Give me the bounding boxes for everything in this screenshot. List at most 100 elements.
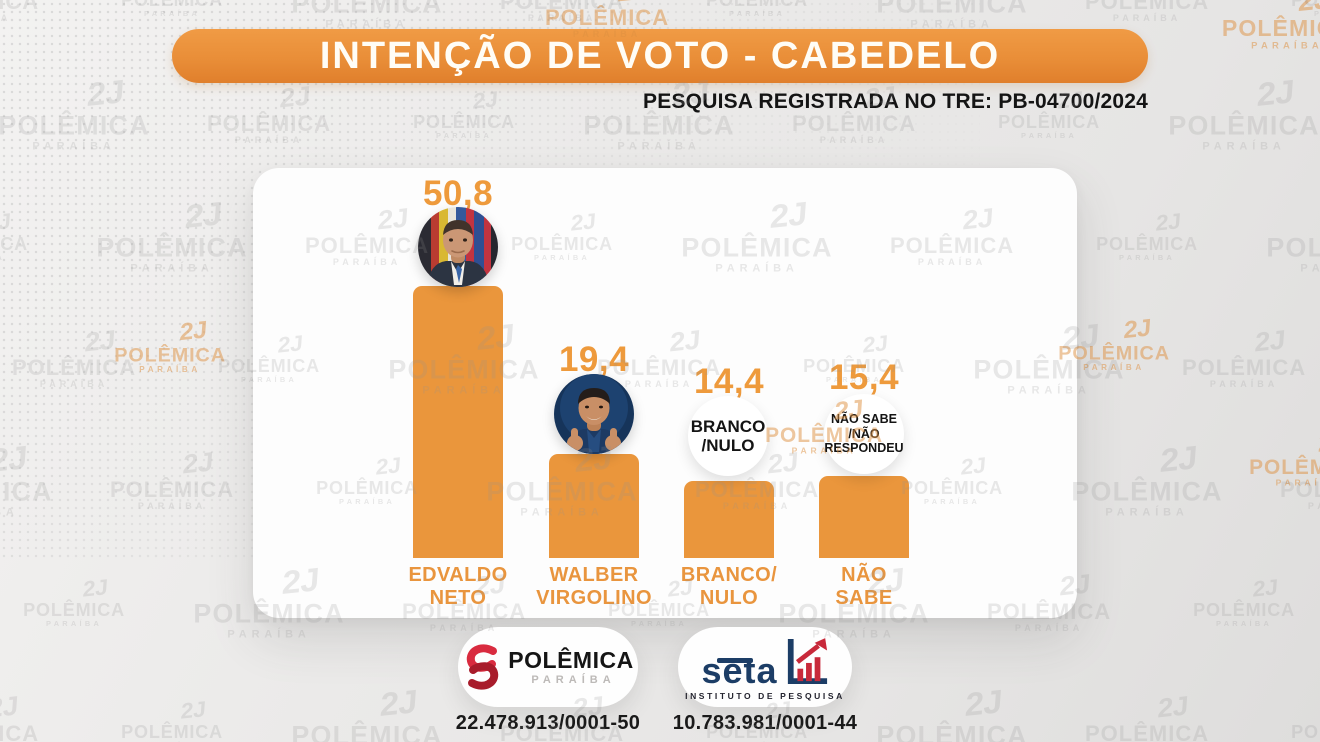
category-label-nao-sabe: NÃO SABE xyxy=(774,564,954,609)
watermark-text: PARAÍBA xyxy=(144,9,201,18)
bar-walber-virgolino xyxy=(549,454,639,558)
watermark-text: POLÊMICA xyxy=(792,111,917,136)
watermark-text: POLÊMICA xyxy=(121,0,223,9)
watermark-text: POLÊMICA xyxy=(583,110,735,141)
watermark-text: PARAÍBA xyxy=(32,139,116,152)
watermark-text: PARAÍBA xyxy=(617,139,701,152)
badge-line: /NULO xyxy=(701,436,755,455)
badge-line: NÃO SABE xyxy=(831,412,897,427)
watermark-text: PARAÍBA xyxy=(1105,505,1189,518)
category-line: VIRGOLINO xyxy=(536,586,652,609)
polemica-paraiba-logo: POLÊMICA PARAÍBA xyxy=(458,627,638,707)
watermark-text: POLÊMICA xyxy=(291,720,443,742)
badge-line: RESPONDEU xyxy=(824,441,904,456)
watermark-text: PARAÍBA xyxy=(1202,139,1286,152)
watermark-text: PARAÍBA xyxy=(1216,619,1273,628)
watermark-text: PARAÍBA xyxy=(1119,253,1176,262)
watermark-text: POLÊMICA xyxy=(500,0,625,14)
watermark-text: POLÊMICA xyxy=(1193,599,1295,621)
category-line: WALBER xyxy=(549,564,639,586)
tre-registration-subtitle: PESQUISA REGISTRADA NO TRE: PB-04700/202… xyxy=(643,90,1148,113)
polemica-cnpj: 22.478.913/0001-50 xyxy=(455,712,641,734)
watermark-text: PARAÍBA xyxy=(819,135,889,145)
watermark-text: POLÊMICA xyxy=(121,721,223,742)
watermark-text: POLÊMICA xyxy=(413,111,515,133)
watermark-text: 2J xyxy=(1155,208,1182,236)
watermark-text: POLÊMICA xyxy=(706,0,808,9)
bar-edvaldo-neto xyxy=(413,286,503,558)
watermark-text: POLÊMICA xyxy=(1291,721,1320,742)
watermark-text: PARAÍBA xyxy=(729,9,786,18)
watermark-text: POLÊMICA xyxy=(1221,14,1320,42)
badge-line: /NÃO xyxy=(848,426,880,441)
watermark-text: POLÊMICA xyxy=(1096,233,1198,255)
watermark-text: PARAÍBA xyxy=(527,13,597,23)
watermark-text: PARAÍBA xyxy=(227,627,311,640)
seta-chart-icon xyxy=(787,638,827,684)
watermark-text: 2J xyxy=(1158,439,1199,480)
watermark-text: PARAÍBA xyxy=(1209,379,1279,389)
watermark-text: POLÊMICA xyxy=(0,476,53,507)
watermark-text: POLÊMICA xyxy=(1085,721,1210,742)
watermark-text: 2J xyxy=(183,195,224,236)
category-line: EDVALDO xyxy=(408,564,508,586)
watermark-text: 2J xyxy=(378,683,419,724)
seta-instituto-logo: seta INSTITUTO DE PESQUISA xyxy=(678,627,852,707)
watermark-text: PARAÍBA xyxy=(436,131,493,140)
watermark-text: POLÊMICA xyxy=(876,0,1028,19)
polemica-logo-glyph-icon xyxy=(467,644,499,690)
watermark-text: PARAÍBA xyxy=(234,135,304,145)
watermark-text: PARAÍBA xyxy=(1275,477,1320,488)
watermark-text: POLÊMICA xyxy=(1249,455,1320,479)
watermark-text: POLÊMICA xyxy=(12,355,137,380)
watermark-text: 2J xyxy=(596,0,671,9)
seta-cnpj: 10.783.981/0001-44 xyxy=(672,712,858,734)
page-title: INTENÇÃO DE VOTO - CABEDELO xyxy=(319,34,1001,77)
category-label-edvaldo-neto: EDVALDO NETO xyxy=(368,564,548,609)
watermark-text: POLÊMICA xyxy=(114,343,226,366)
watermark-text: 2J xyxy=(472,86,499,114)
category-line: NÃO xyxy=(841,564,887,586)
watermark-text: PARAÍBA xyxy=(1251,40,1320,51)
bar-value-nao-sabe: 15,4 xyxy=(828,358,900,397)
category-line: NULO xyxy=(699,586,759,609)
watermark-text: POLÊMICA xyxy=(1266,232,1320,263)
watermark-text: POLÊMICA xyxy=(1085,0,1210,14)
watermark-text: POLÊMICA xyxy=(545,5,670,30)
watermark-text: 2J xyxy=(1252,574,1279,602)
seta-brand-text: seta xyxy=(701,652,777,688)
category-line: SABE xyxy=(835,586,893,609)
watermark-text: PARAÍBA xyxy=(0,505,19,518)
badge-branco-nulo: BRANCO /NULO xyxy=(688,396,768,476)
badge-nao-sabe: NÃO SABE /NÃO RESPONDEU xyxy=(824,394,904,474)
candidate-photo-edvaldo-neto xyxy=(418,207,498,287)
watermark-text: PARAÍBA xyxy=(1112,13,1182,23)
watermark-text: POLÊMICA xyxy=(876,720,1028,742)
polemica-brand-text: POLÊMICA xyxy=(508,646,634,673)
watermark-text: PARAÍBA xyxy=(1014,623,1084,633)
watermark-text: 2J xyxy=(1297,0,1320,18)
watermark-text: POLÊMICA xyxy=(1291,0,1320,9)
watermark-text: POLÊMICA xyxy=(1182,355,1307,380)
watermark-text: PARAÍBA xyxy=(631,619,688,628)
watermark-text: 2J xyxy=(1122,313,1153,344)
watermark-text: POLÊMICA xyxy=(1280,477,1320,502)
